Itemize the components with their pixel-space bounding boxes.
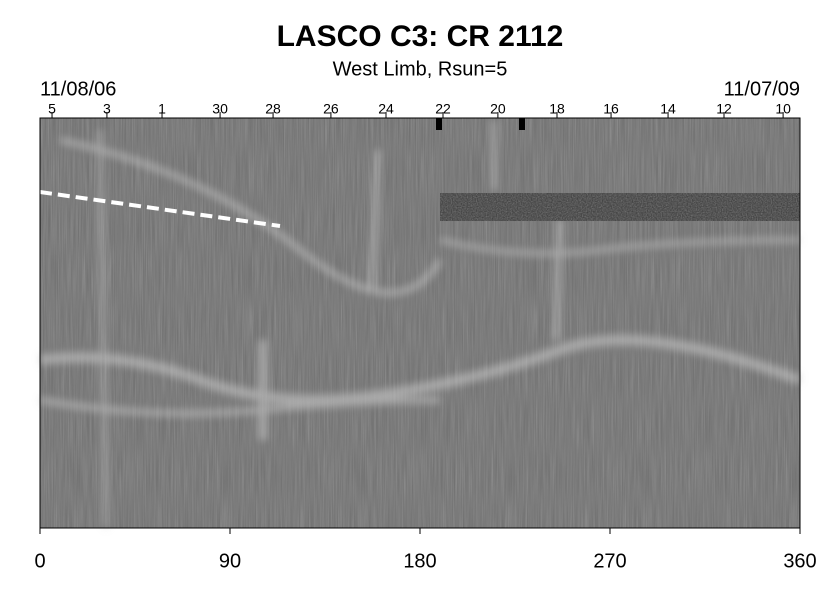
top-tick-label: 24 (378, 101, 394, 117)
chart-title: LASCO C3: CR 2112 (277, 20, 564, 53)
top-tick-label: 28 (265, 101, 281, 117)
top-tick-label: 5 (48, 101, 56, 117)
x-tick-label: 270 (593, 550, 626, 572)
x-tick-label: 360 (783, 550, 816, 572)
top-tick-label: 22 (435, 101, 451, 117)
top-tick-label: 26 (323, 101, 339, 117)
chart-subtitle: West Limb, Rsun=5 (333, 58, 508, 80)
top-tick-label: 18 (549, 101, 565, 117)
top-tick-label: 10 (775, 101, 791, 117)
top-tick-label: 12 (716, 101, 732, 117)
x-tick-label: 0 (34, 550, 45, 572)
top-tick-label: 16 (603, 101, 619, 117)
x-tick-label: 180 (403, 550, 436, 572)
start-date: 11/08/06 (40, 78, 116, 100)
x-tick-label: 90 (219, 550, 241, 572)
top-tick-label: 30 (212, 101, 228, 117)
top-tick-label: 3 (103, 101, 111, 117)
end-date: 11/07/09 (724, 78, 800, 100)
top-tick-label: 20 (490, 101, 506, 117)
top-tick-label: 1 (158, 101, 166, 117)
map-image (39, 118, 802, 529)
top-tick-label: 14 (660, 101, 676, 117)
